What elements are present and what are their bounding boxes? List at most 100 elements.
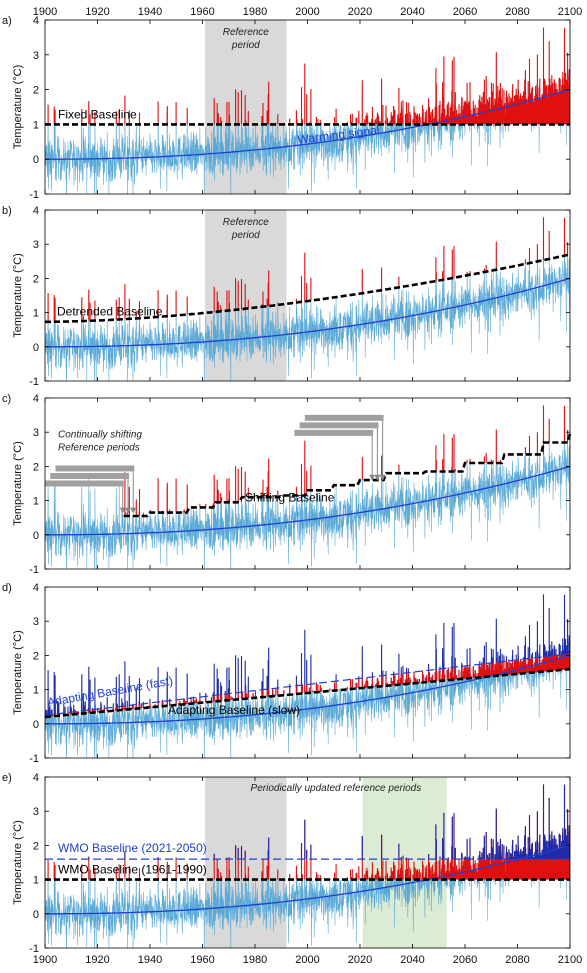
baseline-label: Shifting Baseline: [245, 490, 335, 504]
y-tick-label: 3: [33, 50, 39, 62]
y-tick-label: 0: [33, 154, 39, 166]
baseline-label: Adapting Baseline (slow): [168, 703, 300, 717]
y-tick-label: 3: [33, 239, 39, 251]
x-tick-label-top: 1940: [138, 6, 162, 18]
y-tick-label: 2: [33, 273, 39, 285]
shift-arrow-icon: [379, 474, 386, 481]
reference-period: [362, 777, 447, 948]
shift-arrow-icon: [125, 507, 131, 514]
panel-label: d): [2, 582, 12, 594]
panel-4: Adapting Baseline (fast)Adapting Baselin…: [2, 582, 571, 765]
x-tick-label: 2060: [453, 954, 477, 966]
y-tick-label: 4: [33, 582, 39, 594]
x-tick-label-top: 2100: [558, 6, 582, 18]
y-tick-label: 2: [33, 461, 39, 473]
baseline-line: [44, 667, 571, 719]
y-tick-label: 2: [33, 840, 39, 852]
panel-label: a): [2, 15, 12, 27]
baseline-label: WMO Baseline (1961-1990): [58, 863, 207, 877]
shifting-reference-bar: [304, 414, 384, 421]
x-tick-label: 1940: [138, 954, 162, 966]
y-tick-label: 2: [33, 85, 39, 97]
y-axis-label: Temperature (°C): [12, 253, 24, 337]
shifting-reference-bar: [45, 480, 124, 487]
baseline-line: [44, 653, 571, 716]
panel-3: Shifting Baseline Continually shifting Ref…: [2, 393, 572, 576]
temperature-series: [45, 405, 570, 569]
shifting-reference-bar: [299, 422, 379, 429]
shifting-reference-bar: [294, 429, 374, 436]
y-tick-label: 0: [33, 909, 39, 921]
y-tick-label: -1: [29, 376, 39, 388]
y-tick-label: 4: [33, 772, 39, 784]
y-axis-label: Temperature (°C): [12, 820, 24, 904]
x-tick-label: 1960: [190, 954, 214, 966]
y-tick-label: 2: [33, 650, 39, 662]
reference-period-label: period: [231, 40, 260, 51]
y-tick-label: 3: [33, 616, 39, 628]
y-tick-label: 1: [33, 685, 39, 697]
exceedance-marks: [47, 217, 569, 322]
exceedance-marks: [45, 594, 570, 717]
annotation-text: Continually shifting: [58, 429, 142, 440]
y-tick-label: 4: [33, 205, 39, 217]
y-tick-label: 1: [33, 496, 39, 508]
x-tick-label: 2100: [558, 954, 582, 966]
y-tick-label: 3: [33, 806, 39, 818]
x-tick-label: 1900: [33, 954, 57, 966]
x-tick-label-top: 2020: [348, 6, 372, 18]
x-tick-label-top: 2040: [400, 6, 424, 18]
shift-arrow-icon: [130, 507, 137, 514]
y-tick-label: 1: [33, 308, 39, 320]
shift-arrow-icon: [119, 507, 126, 514]
baseline-label: Fixed Baseline: [58, 107, 137, 121]
y-axis-label: Temperature (°C): [12, 441, 24, 525]
shift-arrow-icon: [374, 474, 381, 481]
temperature-series: [45, 217, 570, 381]
y-tick-label: 4: [33, 393, 39, 405]
y-axis-label: Temperature (°C): [12, 65, 24, 149]
y-tick-label: -1: [29, 753, 39, 765]
y-tick-label: 0: [33, 719, 39, 731]
x-tick-label-top: 1960: [190, 6, 214, 18]
shifting-reference-bar: [50, 472, 129, 479]
panel-2: Reference period Detrended Baseline -1 0 1 2 3 4…: [2, 205, 571, 388]
warming-signal-line: [45, 654, 571, 725]
annotation-text: Reference periods: [58, 442, 140, 453]
reference-period-label: period: [231, 230, 260, 241]
baseline-label: WMO Baseline (2021-2050): [58, 841, 207, 855]
x-tick-label-top: 1900: [33, 6, 57, 18]
panel-5: WMO Baseline (2021-2050) WMO Baseline (19…: [2, 772, 582, 966]
y-tick-label: -1: [29, 564, 39, 576]
reference-period-label: Reference: [223, 27, 270, 38]
warming-signal-line: [45, 277, 571, 348]
y-tick-label: 1: [33, 119, 39, 131]
baseline-label: Adapting Baseline (fast): [46, 674, 174, 710]
shifting-reference-bar: [55, 465, 135, 472]
x-tick-label-top: 1980: [243, 6, 267, 18]
temperature-series: [45, 594, 570, 758]
y-tick-label: -1: [29, 189, 39, 201]
x-tick-label: 2020: [348, 954, 372, 966]
y-tick-label: 0: [33, 530, 39, 542]
x-tick-label: 1980: [243, 954, 267, 966]
x-tick-label-top: 1920: [85, 6, 109, 18]
x-tick-label: 2000: [295, 954, 319, 966]
reference-period-label: Reference: [223, 217, 270, 228]
x-tick-label-top: 2080: [505, 6, 529, 18]
panel-label: b): [2, 205, 12, 217]
warming-signal-line: [45, 88, 571, 160]
annotation-text: Periodically updated reference periods: [251, 783, 422, 794]
y-tick-label: 3: [33, 427, 39, 439]
baseline-label: Detrended Baseline: [57, 305, 163, 319]
x-tick-label: 2080: [505, 954, 529, 966]
y-tick-label: 1: [33, 875, 39, 887]
x-tick-label-top: 2060: [453, 6, 477, 18]
y-tick-label: 4: [33, 15, 39, 27]
panel-label: c): [2, 393, 11, 405]
x-tick-label: 2040: [400, 954, 424, 966]
y-axis-label: Temperature (°C): [12, 630, 24, 714]
y-tick-label: 0: [33, 342, 39, 354]
exceedance-marks: [88, 784, 570, 860]
